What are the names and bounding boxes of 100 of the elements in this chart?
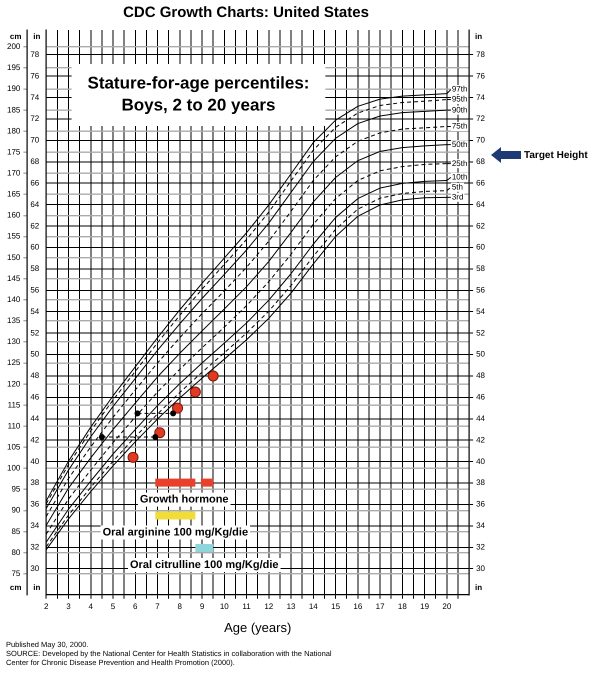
y3-tick-label: 60	[30, 242, 40, 252]
y2-tick-label: 32	[476, 542, 486, 552]
y-tick-label: 165	[6, 190, 21, 199]
y-tick-label: 145	[6, 274, 21, 283]
y-tick-label: 95	[11, 484, 21, 494]
y3-tick-label: 76	[30, 71, 40, 80]
y2-tick-label: 34	[476, 521, 486, 530]
text: Stature-for-age percentiles: Boys, 2 to 20 years	[87, 74, 310, 115]
y3-tick-label: 32	[30, 542, 40, 552]
legend-label: 5th	[452, 182, 463, 192]
y-tick-label: 155	[6, 232, 21, 241]
y3-axis-title: in	[33, 32, 40, 42]
x-tick-label: 8	[178, 602, 183, 611]
y3-tick-label: 52	[30, 328, 40, 338]
y2-tick-label: 48	[476, 371, 486, 380]
series-label: Oral citrulline 100 mg/Kg/die	[130, 559, 279, 572]
y3-tick-label: 54	[30, 306, 40, 316]
text: cm	[10, 583, 22, 592]
y2-tick-label: 50	[476, 350, 486, 359]
y-tick-label: 150	[6, 252, 21, 262]
y3-tick-label: 66	[30, 178, 40, 188]
y3-tick-label: 72	[30, 114, 40, 124]
y-tick-label: 190	[6, 84, 21, 94]
text: in	[474, 583, 482, 592]
x-tick-label: 19	[420, 602, 430, 611]
y2-tick-label: 54	[476, 306, 486, 316]
y3-tick-label: 56	[30, 285, 40, 294]
y3-tick-label: 70	[30, 136, 40, 145]
y-tick-label: 130	[6, 337, 21, 346]
y3-tick-label: 38	[30, 478, 40, 488]
x-tick-label: 14	[308, 602, 318, 611]
y-tick-label: 90	[11, 506, 21, 515]
y-tick-label: 120	[6, 379, 21, 388]
y2-tick-label: 44	[476, 414, 486, 423]
y3-tick-label: 40	[30, 456, 40, 466]
y2-tick-label: 38	[476, 478, 486, 488]
x-tick-label: 4	[88, 602, 94, 611]
legend-label: 75th	[452, 122, 468, 131]
y2-tick-label: 36	[476, 500, 486, 509]
x-tick-label: 5	[110, 602, 116, 611]
series-label: Oral arginine 100 mg/Kg/die	[102, 526, 248, 539]
legend-label: 95th	[452, 94, 468, 104]
y-tick-label: 125	[6, 358, 21, 368]
y3-tick-label: 62	[30, 221, 40, 230]
x-tick-label: 11	[242, 602, 252, 611]
x-tick-label: 17	[376, 602, 386, 611]
y-tick-label: 170	[6, 168, 21, 178]
x-tick-label: 6	[133, 602, 138, 611]
y-tick-label: 195	[6, 63, 21, 72]
y-tick-label: 140	[6, 294, 21, 304]
legend-label: 3rd	[452, 192, 464, 202]
y2-tick-label: 66	[476, 178, 486, 188]
y2-tick-label: 76	[476, 71, 486, 80]
x-tick-label: 16	[353, 602, 363, 611]
y2-tick-label: 46	[476, 392, 486, 402]
y2-tick-label: 72	[476, 114, 486, 124]
chart-title: CDC Growth Charts: United States	[123, 4, 369, 22]
x-tick-label: 10	[220, 602, 230, 611]
y2-tick-label: 78	[476, 50, 486, 59]
y2-tick-label: 60	[476, 242, 486, 252]
y2-tick-label: 68	[476, 157, 486, 166]
text: in	[33, 583, 40, 592]
y2-tick-label: 56	[476, 285, 486, 294]
y-tick-label: 85	[11, 526, 21, 536]
y3-tick-label: 78	[30, 50, 40, 59]
y3-tick-label: 74	[30, 92, 40, 102]
legend-label: 97th	[452, 84, 468, 94]
y-tick-label: 175	[6, 147, 21, 156]
y3-tick-label: 64	[30, 200, 40, 209]
y2-tick-label: 58	[476, 264, 486, 274]
y2-tick-label: 40	[476, 456, 486, 466]
y-tick-label: 115	[8, 400, 21, 410]
text: Target Height	[524, 150, 588, 162]
x-tick-label: 9	[200, 602, 205, 611]
legend-label: 90th	[452, 105, 468, 114]
y3-tick-label: 46	[30, 392, 40, 402]
y-tick-label: 185	[6, 105, 21, 114]
x-tick-label: 12	[264, 602, 274, 611]
y3-tick-label: 36	[30, 500, 40, 509]
y3-tick-label: 48	[30, 371, 40, 380]
legend-label: 10th	[452, 172, 468, 182]
y-tick-label: 160	[6, 210, 21, 220]
y2-tick-label: 30	[476, 564, 486, 573]
y3-tick-label: 50	[30, 350, 40, 359]
series-label: Growth hormone	[140, 494, 229, 506]
y-tick-label: 80	[11, 548, 21, 557]
x-tick-label: 13	[286, 602, 296, 611]
x-axis-title: Age (years)	[224, 620, 292, 635]
y-tick-label: 105	[6, 442, 21, 452]
y3-tick-label: 42	[30, 435, 40, 444]
y-tick-label: 100	[6, 464, 21, 473]
y3-tick-label: 68	[30, 157, 40, 166]
y2-tick-label: 42	[476, 435, 486, 444]
x-tick-label: 15	[331, 602, 341, 611]
y3-tick-label: 44	[30, 414, 40, 423]
x-tick-label: 3	[66, 602, 72, 611]
y-tick-label: 135	[6, 316, 21, 326]
y-tick-label: 200	[6, 42, 21, 52]
x-tick-label: 18	[398, 602, 408, 611]
y-tick-label: 75	[11, 568, 21, 578]
